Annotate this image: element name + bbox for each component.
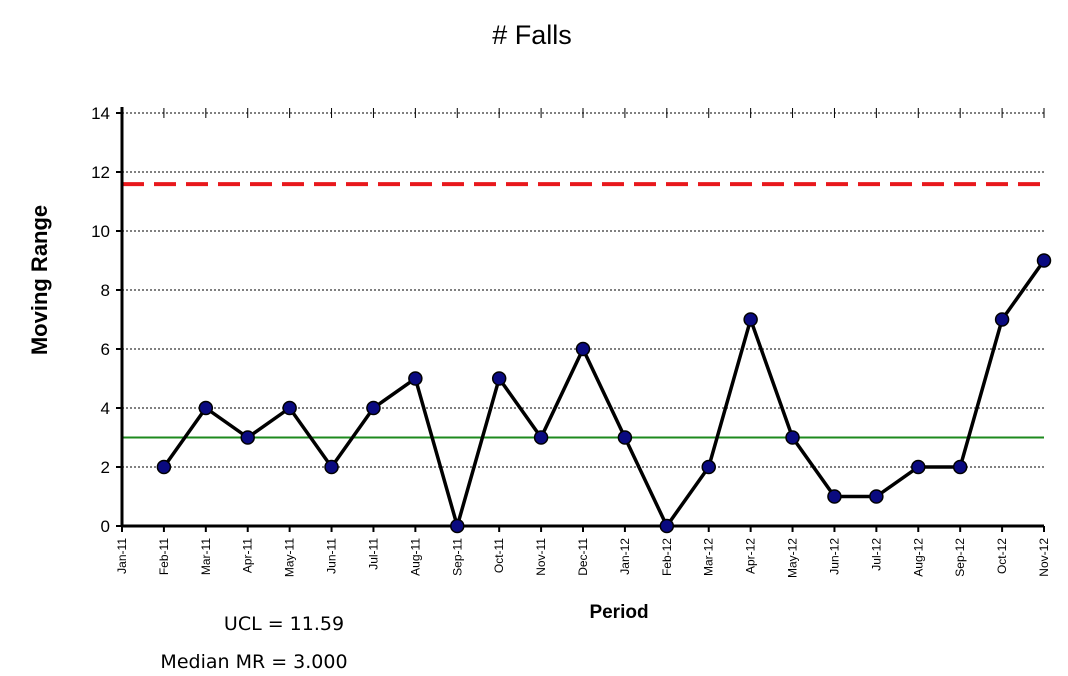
data-point-May-11 <box>282 400 297 416</box>
data-point-Feb-12 <box>659 518 675 534</box>
x-tick-label-Sep-12: Sep-12 <box>953 538 967 577</box>
y-tick-label-0: 0 <box>101 517 110 536</box>
x-tick-label-Apr-11: Apr-11 <box>241 538 255 573</box>
data-point-May-12 <box>785 430 800 445</box>
data-point-Sep-12 <box>952 459 968 475</box>
data-point-Jun-11 <box>324 459 339 475</box>
data-point-Mar-11 <box>198 400 214 416</box>
y-tick-label-2: 2 <box>101 458 110 477</box>
y-tick-label-14: 14 <box>91 104 110 123</box>
data-point-Oct-12 <box>994 312 1010 327</box>
x-tick-label-Dec-11: Dec-11 <box>576 538 590 576</box>
median-mr-annotation: Median MR = 3.000 <box>160 651 347 673</box>
ucl-annotation: UCL = 11.59 <box>224 613 344 635</box>
x-tick-label-Sep-11: Sep-11 <box>450 538 464 576</box>
y-tick-label-4: 4 <box>101 399 110 418</box>
series-group <box>156 253 1052 534</box>
x-tick-label-May-11: May-11 <box>283 538 297 577</box>
x-tick-label-Jul-11: Jul-11 <box>366 538 380 570</box>
data-point-Nov-12 <box>1036 253 1052 268</box>
x-tick-label-May-12: May-12 <box>786 538 800 578</box>
data-point-Nov-11 <box>533 430 549 445</box>
x-axis-label: Period <box>589 602 648 623</box>
x-tick-label-Jun-12: Jun-12 <box>827 538 841 575</box>
data-point-Jul-11 <box>366 400 381 416</box>
x-tick-labels: Jan-11 Feb-11 Mar-11 Apr-11 May-11 Jun-11 Jul-… <box>115 538 1051 578</box>
x-tick-label-Oct-11: Oct-11 <box>492 538 506 573</box>
x-tick-label-Nov-12: Nov-12 <box>1037 538 1051 577</box>
x-tick-label-Nov-11: Nov-11 <box>534 538 548 576</box>
data-point-Apr-11 <box>240 430 255 445</box>
data-point-Jul-12 <box>869 489 884 504</box>
x-tick-label-Apr-12: Apr-12 <box>744 538 758 574</box>
data-point-Feb-11 <box>156 459 172 475</box>
x-tick-label-Aug-11: Aug-11 <box>408 538 422 576</box>
x-tick-label-Feb-11: Feb-11 <box>157 538 171 575</box>
x-tick-label-Oct-12: Oct-12 <box>995 538 1009 574</box>
y-tick-label-12: 12 <box>91 163 110 182</box>
grid-lines <box>122 112 1044 468</box>
data-point-Dec-11 <box>575 341 591 357</box>
x-tick-label-Mar-11: Mar-11 <box>199 538 213 575</box>
y-axis-label: Moving Range <box>27 205 52 355</box>
x-tick-label-Mar-12: Mar-12 <box>702 538 716 576</box>
x-tick-label-Jun-11: Jun-11 <box>325 538 339 574</box>
chart-title: # Falls <box>492 20 572 50</box>
x-tick-label-Jul-12: Jul-12 <box>869 538 883 571</box>
data-point-Aug-12 <box>911 459 926 475</box>
data-point-Aug-11 <box>408 371 423 386</box>
y-tick-label-8: 8 <box>101 281 110 300</box>
data-point-Jun-12 <box>827 489 842 504</box>
series-line-0 <box>162 259 1046 533</box>
data-point-Jan-12 <box>617 430 633 445</box>
x-tick-label-Jan-12: Jan-12 <box>618 538 632 575</box>
y-tick-label-6: 6 <box>101 340 110 359</box>
x-tick-label-Jan-11: Jan-11 <box>115 538 129 574</box>
data-point-Apr-12 <box>743 312 758 327</box>
axes <box>116 107 1045 532</box>
data-point-Mar-12 <box>701 459 716 475</box>
data-point-Oct-11 <box>491 371 507 386</box>
x-tick-label-Aug-12: Aug-12 <box>911 538 925 577</box>
data-point-Sep-11 <box>450 518 465 534</box>
reference-lines <box>122 182 1044 439</box>
x-tick-label-Feb-12: Feb-12 <box>660 538 674 576</box>
y-tick-labels: 0 2 4 6 8 10 12 14 <box>91 104 110 536</box>
y-tick-label-10: 10 <box>91 222 110 241</box>
